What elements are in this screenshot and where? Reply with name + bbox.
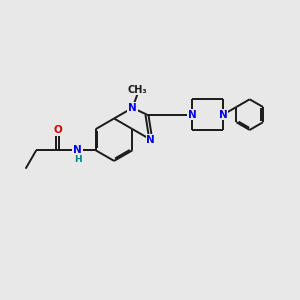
Text: H: H: [74, 154, 81, 164]
Text: O: O: [53, 125, 62, 135]
Text: N: N: [219, 110, 228, 120]
Text: N: N: [188, 110, 197, 120]
Text: N: N: [128, 103, 137, 113]
Text: N: N: [73, 145, 82, 155]
Text: N: N: [146, 135, 155, 145]
Text: CH₃: CH₃: [128, 85, 147, 94]
